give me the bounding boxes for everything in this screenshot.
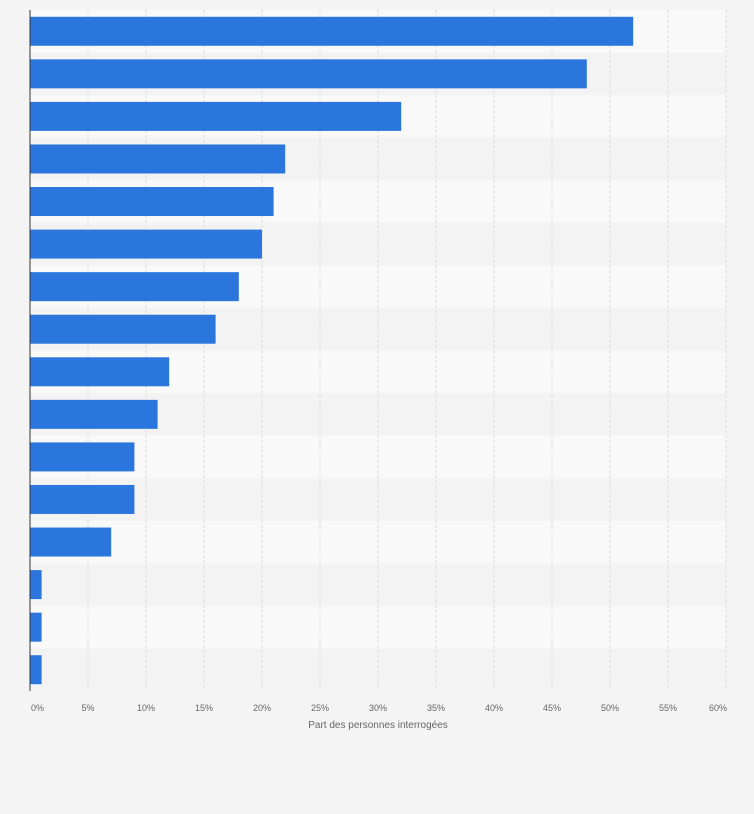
bar — [30, 272, 239, 302]
x-tick-label: 0% — [31, 703, 44, 713]
x-tick-label: 20% — [253, 703, 271, 713]
x-axis-label: Part des personnes interrogées — [308, 720, 448, 731]
bar — [30, 612, 42, 642]
x-tick-label: 25% — [311, 703, 329, 713]
x-tick-label: 30% — [369, 703, 387, 713]
x-tick-label: 60% — [709, 703, 727, 713]
x-tick-label: 35% — [427, 703, 445, 713]
bar — [30, 187, 274, 217]
bar — [30, 16, 634, 46]
x-axis-ticks: 0% 5% 10% 15% 20% 25% 30% 35% 40% 45% 50% 55% 60% — [31, 703, 727, 713]
bar — [30, 357, 170, 387]
bar — [30, 655, 42, 685]
x-tick-label: 5% — [81, 703, 94, 713]
bar — [30, 314, 216, 344]
x-tick-label: 10% — [137, 703, 155, 713]
bar — [30, 527, 112, 557]
bar — [30, 399, 158, 429]
row-band — [30, 563, 726, 606]
x-tick-label: 45% — [543, 703, 561, 713]
bar — [30, 229, 262, 259]
bars — [30, 16, 634, 685]
gridlines — [87, 10, 727, 691]
x-tick-label: 50% — [601, 703, 619, 713]
bar — [30, 101, 402, 131]
bar — [30, 59, 587, 89]
bar — [30, 144, 286, 174]
bar — [30, 442, 135, 472]
bar — [30, 484, 135, 514]
x-tick-label: 40% — [485, 703, 503, 713]
row-band — [30, 648, 726, 691]
x-tick-label: 15% — [195, 703, 213, 713]
bar — [30, 570, 42, 600]
x-tick-label: 55% — [659, 703, 677, 713]
